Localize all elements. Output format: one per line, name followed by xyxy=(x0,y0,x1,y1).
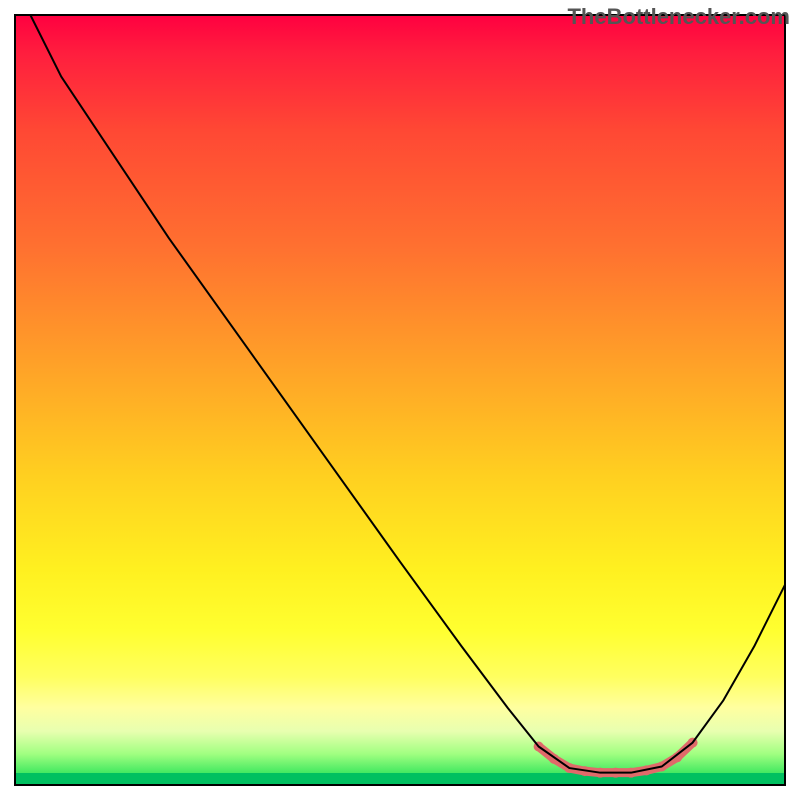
bottom-green-strip xyxy=(15,773,785,785)
gradient-background xyxy=(15,15,785,785)
chart-container: TheBottlenecker.com xyxy=(0,0,800,800)
watermark-text: TheBottlenecker.com xyxy=(567,4,790,30)
chart-svg xyxy=(0,0,800,800)
